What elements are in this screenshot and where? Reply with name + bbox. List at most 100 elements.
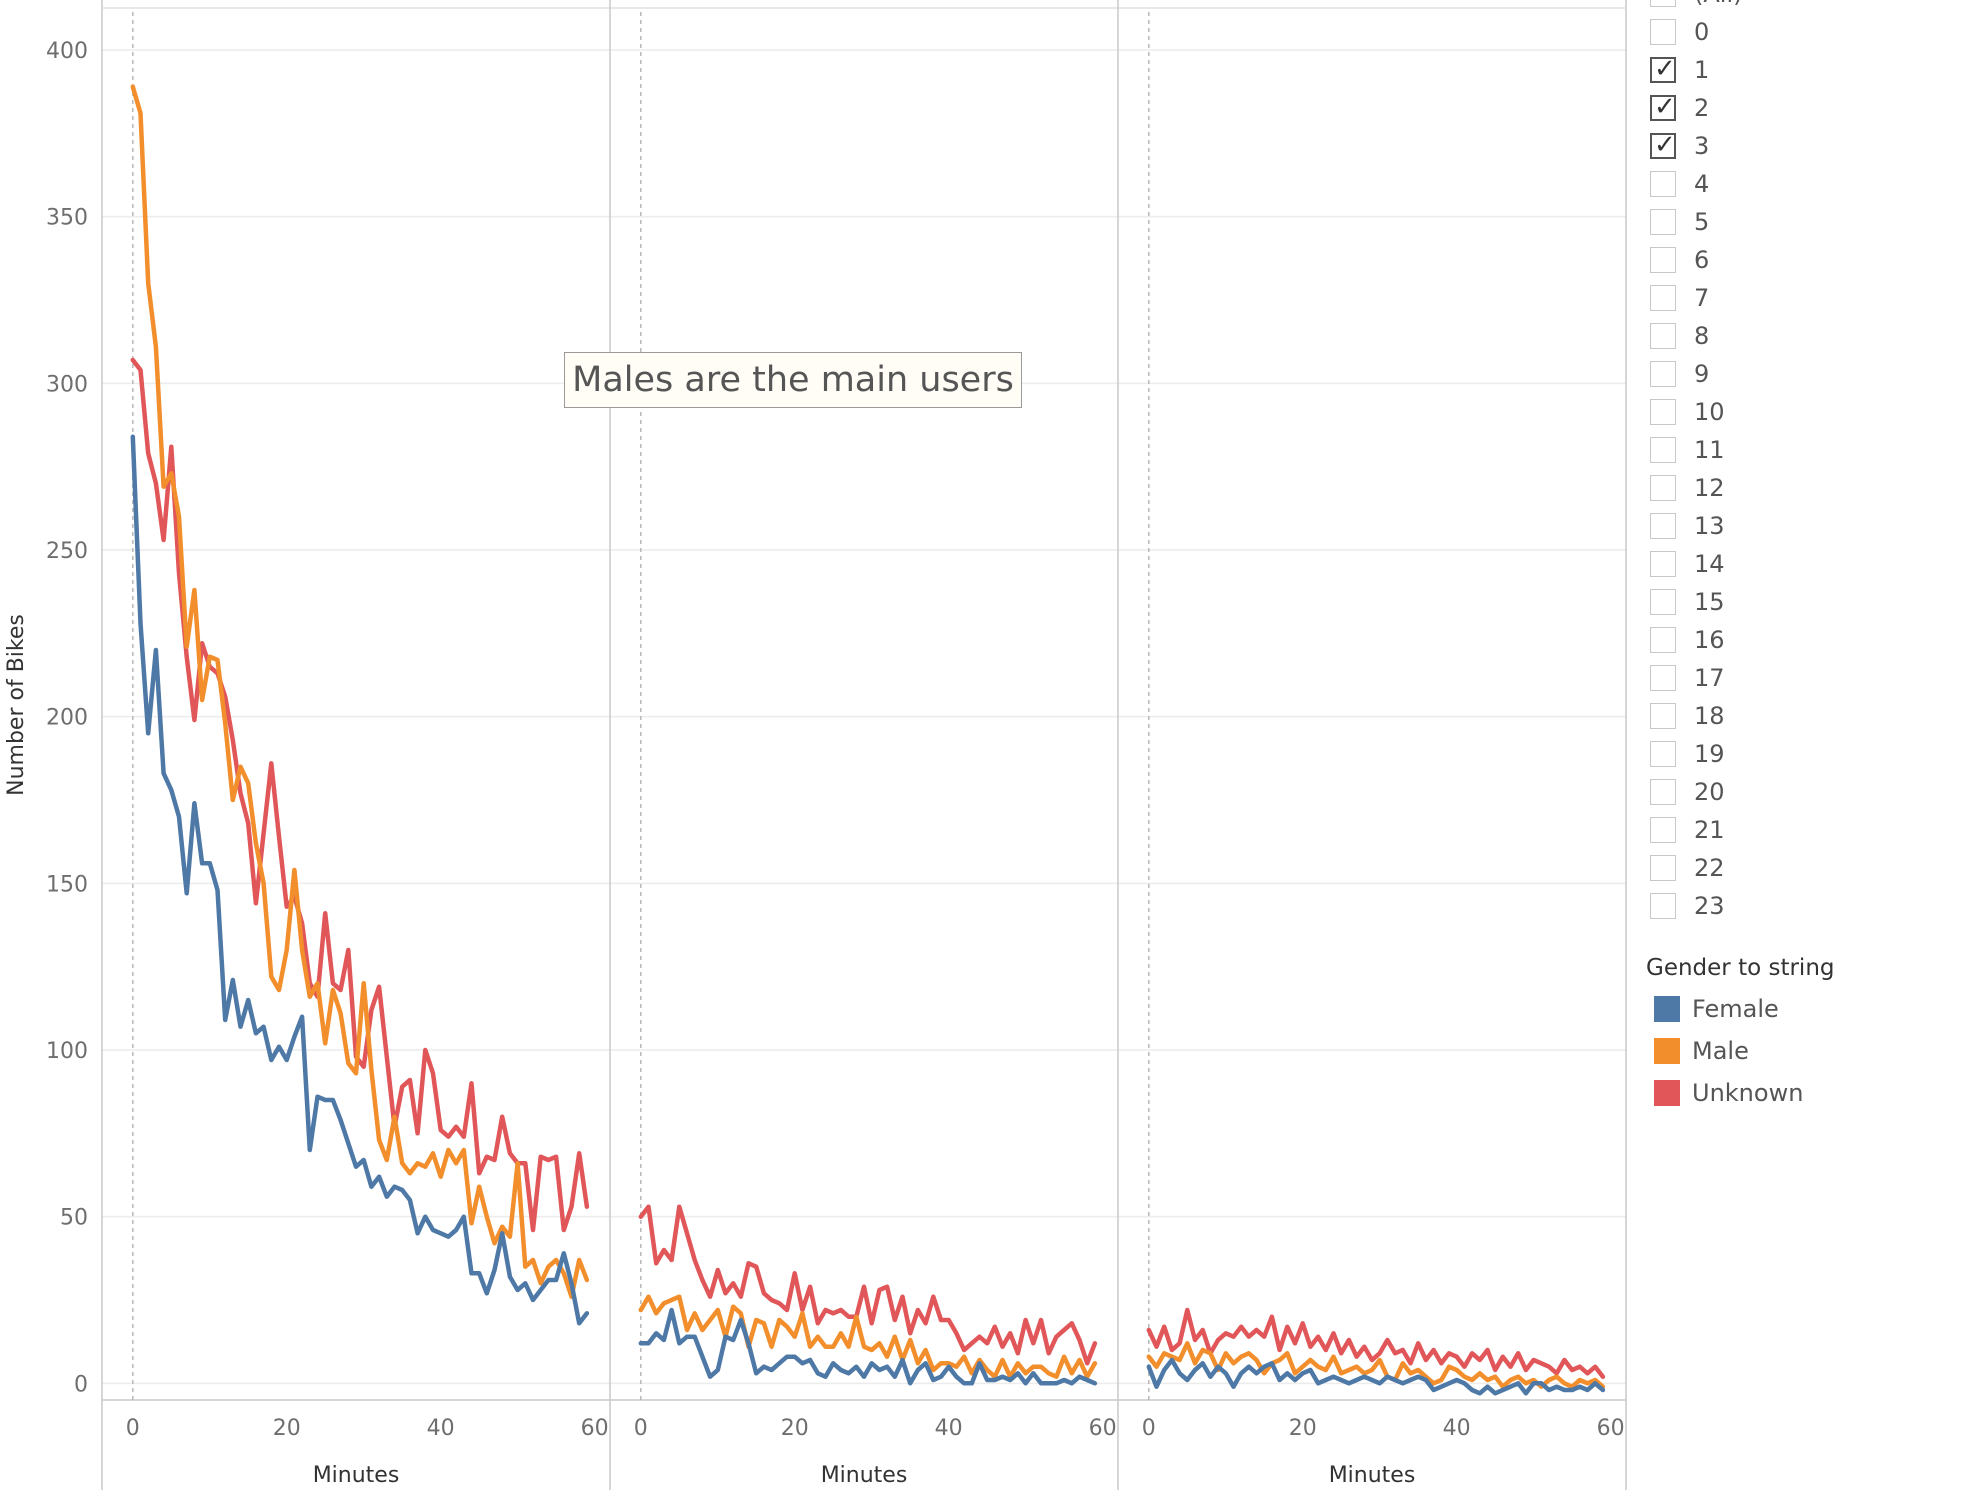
checkbox-unchecked-icon[interactable] xyxy=(1650,475,1676,501)
x-axis-title: Minutes xyxy=(821,1463,908,1488)
filter-item-1[interactable]: 1 xyxy=(1650,54,1710,85)
filter-item-label: 13 xyxy=(1694,512,1725,540)
series-line-unknown xyxy=(1146,1307,1606,1379)
series-line-male xyxy=(130,84,590,1299)
checkbox-unchecked-icon[interactable] xyxy=(1650,817,1676,843)
filter-item-8[interactable]: 8 xyxy=(1650,321,1709,351)
y-tick-label: 400 xyxy=(46,39,88,64)
y-tick-label: 100 xyxy=(46,1039,88,1064)
chart-annotation: Males are the main users xyxy=(564,352,1022,408)
checkbox-unchecked-icon[interactable] xyxy=(1650,323,1676,349)
checkbox-unchecked-icon[interactable] xyxy=(1650,171,1676,197)
filter-item-label: 9 xyxy=(1694,360,1710,388)
filter-item-11[interactable]: 11 xyxy=(1650,435,1725,465)
checkbox-checked-icon[interactable] xyxy=(1650,54,1676,84)
filter-item-label: 12 xyxy=(1694,474,1725,502)
filter-item-14[interactable]: 14 xyxy=(1650,549,1725,579)
filter-item-19[interactable]: 19 xyxy=(1650,739,1725,769)
x-tick-label: 20 xyxy=(1289,1416,1317,1441)
filter-item-12[interactable]: 12 xyxy=(1650,473,1725,503)
series-line-unknown xyxy=(130,357,590,1233)
checkbox-unchecked-icon[interactable] xyxy=(1650,627,1676,653)
filter-item-label: 21 xyxy=(1694,816,1725,844)
x-tick-label: 40 xyxy=(427,1416,455,1441)
filter-item-10[interactable]: 10 xyxy=(1650,397,1725,427)
checkbox-unchecked-icon[interactable] xyxy=(1650,589,1676,615)
checkbox-unchecked-icon[interactable] xyxy=(1650,437,1676,463)
filter-item-label: (All) xyxy=(1694,0,1742,8)
filter-item-4[interactable]: 4 xyxy=(1650,169,1709,199)
filter-item-21[interactable]: 21 xyxy=(1650,815,1725,845)
checkbox-unchecked-icon[interactable] xyxy=(1650,665,1676,691)
filter-item-17[interactable]: 17 xyxy=(1650,663,1725,693)
filter-item-label: 22 xyxy=(1694,854,1725,882)
filter-item-label: 11 xyxy=(1694,436,1725,464)
filter-item-23[interactable]: 23 xyxy=(1650,891,1725,921)
legend-item-male[interactable]: Male xyxy=(1654,1037,1966,1065)
y-tick-label: 300 xyxy=(46,372,88,397)
filter-item-13[interactable]: 13 xyxy=(1650,511,1725,541)
filter-item-6[interactable]: 6 xyxy=(1650,245,1709,275)
checkbox-unchecked-icon[interactable] xyxy=(1650,779,1676,805)
filter-item-18[interactable]: 18 xyxy=(1650,701,1725,731)
checkbox-unchecked-icon[interactable] xyxy=(1650,285,1676,311)
checkbox-unchecked-icon[interactable] xyxy=(1650,551,1676,577)
x-tick-label: 40 xyxy=(935,1416,963,1441)
x-tick-label: 0 xyxy=(634,1416,648,1441)
legend-label: Male xyxy=(1692,1037,1749,1065)
gender-legend: Gender to string Female Male Unknown xyxy=(1646,955,1966,1107)
legend-item-unknown[interactable]: Unknown xyxy=(1654,1079,1966,1107)
y-tick-label: 200 xyxy=(46,706,88,731)
filter-item-label: 20 xyxy=(1694,778,1725,806)
checkbox-unchecked-icon[interactable] xyxy=(1650,19,1676,45)
checkbox-unchecked-icon[interactable] xyxy=(1650,703,1676,729)
filter-item-label: 19 xyxy=(1694,740,1725,768)
x-tick-label: 20 xyxy=(273,1416,301,1441)
legend-swatch xyxy=(1654,996,1680,1022)
checkbox-unchecked-icon[interactable] xyxy=(1650,855,1676,881)
filter-item-label: 6 xyxy=(1694,246,1710,274)
filter-item-label: 16 xyxy=(1694,626,1725,654)
filter-item-label: 8 xyxy=(1694,322,1710,350)
filter-item-label: 14 xyxy=(1694,550,1725,578)
hour-filter-panel: (All)01234567891011121314151617181920212… xyxy=(1650,0,1970,940)
filter-item-5[interactable]: 5 xyxy=(1650,207,1709,237)
filter-item-16[interactable]: 16 xyxy=(1650,625,1725,655)
filter-item-all[interactable]: (All) xyxy=(1650,0,1742,9)
filter-item-9[interactable]: 9 xyxy=(1650,359,1709,389)
filter-item-label: 17 xyxy=(1694,664,1725,692)
filter-item-label: 18 xyxy=(1694,702,1725,730)
filter-item-label: 15 xyxy=(1694,588,1725,616)
series-line-unknown xyxy=(638,1204,1098,1366)
filter-item-7[interactable]: 7 xyxy=(1650,283,1709,313)
x-tick-label: 0 xyxy=(126,1416,140,1441)
filter-item-15[interactable]: 15 xyxy=(1650,587,1725,617)
checkbox-unchecked-icon[interactable] xyxy=(1650,209,1676,235)
filter-item-label: 23 xyxy=(1694,892,1725,920)
checkbox-unchecked-icon[interactable] xyxy=(1650,0,1676,7)
x-tick-label: 0 xyxy=(1142,1416,1156,1441)
filter-item-label: 1 xyxy=(1694,56,1710,84)
checkbox-unchecked-icon[interactable] xyxy=(1650,893,1676,919)
x-tick-label: 60 xyxy=(581,1416,609,1441)
legend-item-female[interactable]: Female xyxy=(1654,995,1966,1023)
legend-swatch xyxy=(1654,1080,1680,1106)
checkbox-unchecked-icon[interactable] xyxy=(1650,399,1676,425)
checkbox-unchecked-icon[interactable] xyxy=(1650,247,1676,273)
filter-item-3[interactable]: 3 xyxy=(1650,130,1709,161)
filter-item-2[interactable]: 2 xyxy=(1650,92,1709,123)
filter-item-label: 10 xyxy=(1694,398,1725,426)
checkbox-unchecked-icon[interactable] xyxy=(1650,361,1676,387)
checkbox-unchecked-icon[interactable] xyxy=(1650,513,1676,539)
y-tick-label: 250 xyxy=(46,539,88,564)
checkbox-unchecked-icon[interactable] xyxy=(1650,741,1676,767)
checkbox-checked-icon[interactable] xyxy=(1650,92,1676,122)
checkbox-checked-icon[interactable] xyxy=(1650,130,1676,160)
series-line-female xyxy=(638,1307,1098,1386)
filter-item-label: 5 xyxy=(1694,208,1710,236)
x-axis-title: Minutes xyxy=(1329,1463,1416,1488)
filter-item-22[interactable]: 22 xyxy=(1650,853,1725,883)
filter-item-0[interactable]: 0 xyxy=(1650,17,1709,47)
filter-item-20[interactable]: 20 xyxy=(1650,777,1725,807)
